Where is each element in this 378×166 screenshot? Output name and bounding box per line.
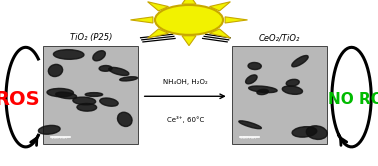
Text: ROS: ROS (0, 90, 40, 109)
Polygon shape (209, 2, 230, 11)
Ellipse shape (56, 92, 77, 99)
Polygon shape (182, 0, 196, 4)
Ellipse shape (53, 50, 84, 59)
Ellipse shape (99, 66, 112, 71)
Ellipse shape (292, 55, 308, 67)
Ellipse shape (239, 121, 261, 129)
Ellipse shape (292, 127, 317, 137)
Ellipse shape (246, 75, 257, 84)
Ellipse shape (257, 89, 268, 95)
Text: 100 nm: 100 nm (51, 136, 67, 140)
Polygon shape (148, 29, 169, 38)
Polygon shape (130, 17, 153, 23)
Bar (232, 46, 327, 144)
Text: Ce³⁺, 60°C: Ce³⁺, 60°C (167, 116, 204, 123)
Polygon shape (148, 2, 169, 11)
Ellipse shape (118, 112, 132, 126)
Circle shape (155, 5, 223, 35)
Polygon shape (225, 17, 248, 23)
Ellipse shape (77, 103, 97, 111)
Bar (43, 46, 138, 144)
Ellipse shape (73, 97, 96, 105)
Text: CeO₂/TiO₂: CeO₂/TiO₂ (259, 33, 301, 42)
Ellipse shape (109, 67, 129, 76)
Ellipse shape (282, 86, 302, 94)
Ellipse shape (249, 86, 277, 93)
Text: NH₄OH, H₂O₂: NH₄OH, H₂O₂ (163, 79, 208, 85)
Ellipse shape (93, 51, 105, 61)
Ellipse shape (248, 62, 261, 70)
Text: NO ROS: NO ROS (328, 92, 378, 107)
Polygon shape (182, 36, 196, 46)
Ellipse shape (286, 79, 299, 86)
Polygon shape (209, 29, 230, 38)
Text: 500 nm: 500 nm (240, 136, 256, 140)
Text: TiO₂ (P25): TiO₂ (P25) (70, 33, 112, 42)
Ellipse shape (120, 77, 138, 81)
Ellipse shape (100, 98, 118, 106)
Ellipse shape (48, 64, 63, 77)
Ellipse shape (39, 125, 60, 134)
Ellipse shape (85, 93, 103, 96)
Ellipse shape (47, 88, 73, 97)
Ellipse shape (306, 126, 327, 139)
